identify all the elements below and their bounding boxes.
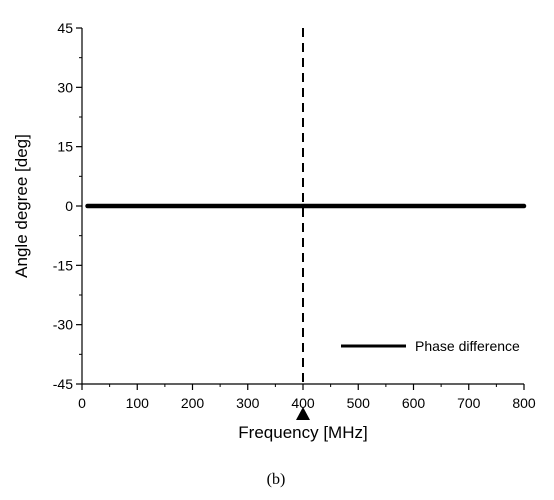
y-tick-label: -30 [53,317,73,333]
x-tick-label: 400 [291,395,315,411]
x-tick-label: 600 [402,395,426,411]
x-tick-label: 0 [78,395,86,411]
figure-caption: (b) [267,471,286,488]
x-tick-label: 800 [512,395,536,411]
x-ticks: 0 100 200 300 400 500 600 700 800 [78,384,536,411]
y-tick-label: -45 [53,376,73,392]
x-tick-label: 500 [347,395,371,411]
marker-layer [296,28,310,420]
y-tick-label: 15 [57,139,73,155]
marker-arrow-icon [296,407,310,420]
x-tick-label: 200 [181,395,205,411]
x-axis-title: Frequency [MHz] [238,423,367,442]
y-tick-label: 45 [57,20,73,36]
legend-label-phase-difference: Phase difference [415,338,520,354]
x-tick-label: 300 [236,395,260,411]
legend: Phase difference [341,338,520,354]
y-ticks: 45 30 15 0 -15 -30 -45 [53,20,82,392]
y-tick-label: 30 [57,79,73,95]
x-tick-label: 700 [457,395,481,411]
y-tick-label: 0 [65,198,73,214]
y-axis-title: Angle degree [deg] [12,134,31,278]
y-tick-label: -15 [53,257,73,273]
x-tick-label: 100 [126,395,150,411]
